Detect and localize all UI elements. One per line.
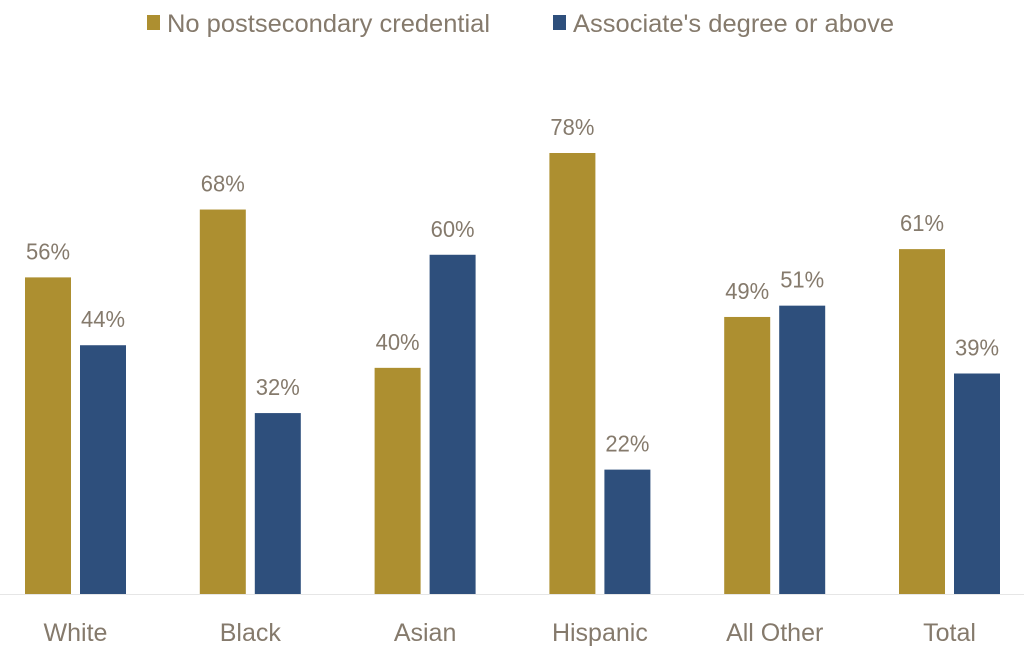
x-tick-label-2: Asian	[394, 619, 457, 647]
bar-4-1	[779, 305, 826, 594]
data-label-5-1: 39%	[955, 335, 999, 361]
data-label-1-1: 32%	[256, 374, 300, 400]
bar-2-0	[374, 367, 421, 594]
x-tick-label-3: Hispanic	[552, 619, 648, 647]
data-label-4-1: 51%	[780, 267, 824, 293]
data-label-3-0: 78%	[550, 114, 594, 140]
legend-swatch-1	[553, 15, 566, 30]
data-label-4-0: 49%	[725, 278, 769, 304]
legend-swatch-0	[147, 15, 160, 30]
x-tick-label-0: White	[44, 619, 108, 647]
bar-4-0	[724, 316, 771, 594]
legend-label-0: No postsecondary credential	[167, 10, 490, 38]
bar-5-1	[954, 373, 1000, 594]
x-tick-label-5: Total	[923, 619, 976, 647]
bar-0-0	[25, 277, 71, 594]
data-label-0-1: 44%	[81, 306, 125, 332]
x-tick-label-4: All Other	[726, 619, 823, 647]
bar-5-0	[899, 249, 945, 594]
data-label-1-0: 68%	[201, 171, 245, 197]
bar-3-1	[604, 469, 651, 594]
data-label-2-0: 40%	[376, 329, 420, 355]
bar-2-1	[429, 254, 476, 594]
x-tick-label-1: Black	[220, 619, 282, 647]
bar-1-0	[199, 209, 246, 595]
data-label-5-0: 61%	[900, 210, 944, 236]
legend-label-1: Associate's degree or above	[573, 10, 894, 38]
bar-1-1	[254, 413, 301, 594]
bar-3-0	[549, 153, 596, 594]
bar-0-1	[80, 345, 126, 594]
data-label-3-1: 22%	[605, 431, 649, 457]
data-label-2-1: 60%	[431, 216, 475, 242]
data-label-0-0: 56%	[26, 238, 70, 264]
